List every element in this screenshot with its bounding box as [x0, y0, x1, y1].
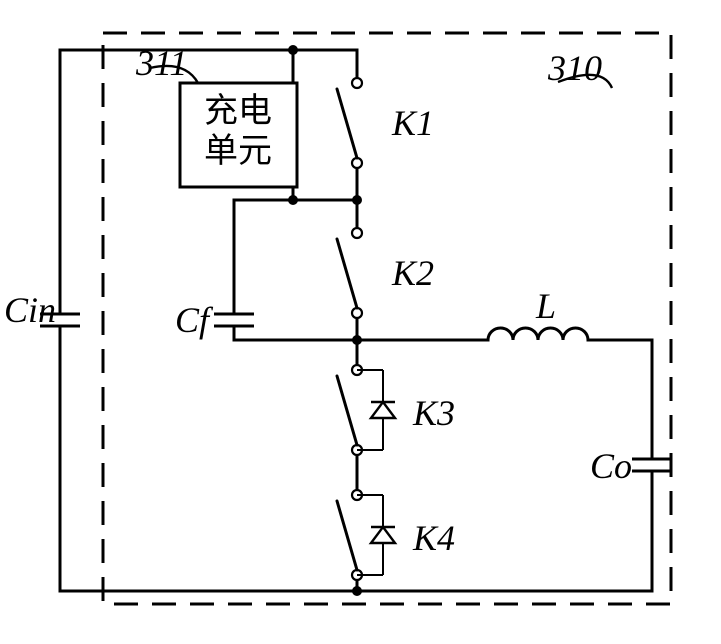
junction-dot [352, 335, 362, 345]
label-L: L [535, 286, 556, 326]
junction-dot [288, 195, 298, 205]
junction-dot [288, 45, 298, 55]
switch-K3 [337, 365, 395, 455]
junction-dot [352, 195, 362, 205]
inductor-L [488, 328, 588, 340]
label-K4: K4 [412, 518, 455, 558]
label-chg1: 充电 [204, 92, 272, 130]
label-Cf: Cf [175, 300, 214, 340]
label-Cin: Cin [4, 290, 56, 330]
junction-dot [352, 586, 362, 596]
label-chg2: 单元 [204, 133, 272, 170]
switch-K1 [337, 78, 362, 168]
label-K1: K1 [391, 103, 434, 143]
label-r311: 311 [135, 43, 187, 83]
switch-K4 [337, 490, 395, 580]
label-r310: 310 [547, 48, 602, 88]
label-K3: K3 [412, 393, 455, 433]
label-Co: Co [590, 446, 632, 486]
label-K2: K2 [391, 253, 434, 293]
capacitor-Co [632, 459, 672, 471]
capacitor-Cf [214, 314, 254, 326]
switch-K2 [337, 228, 362, 318]
